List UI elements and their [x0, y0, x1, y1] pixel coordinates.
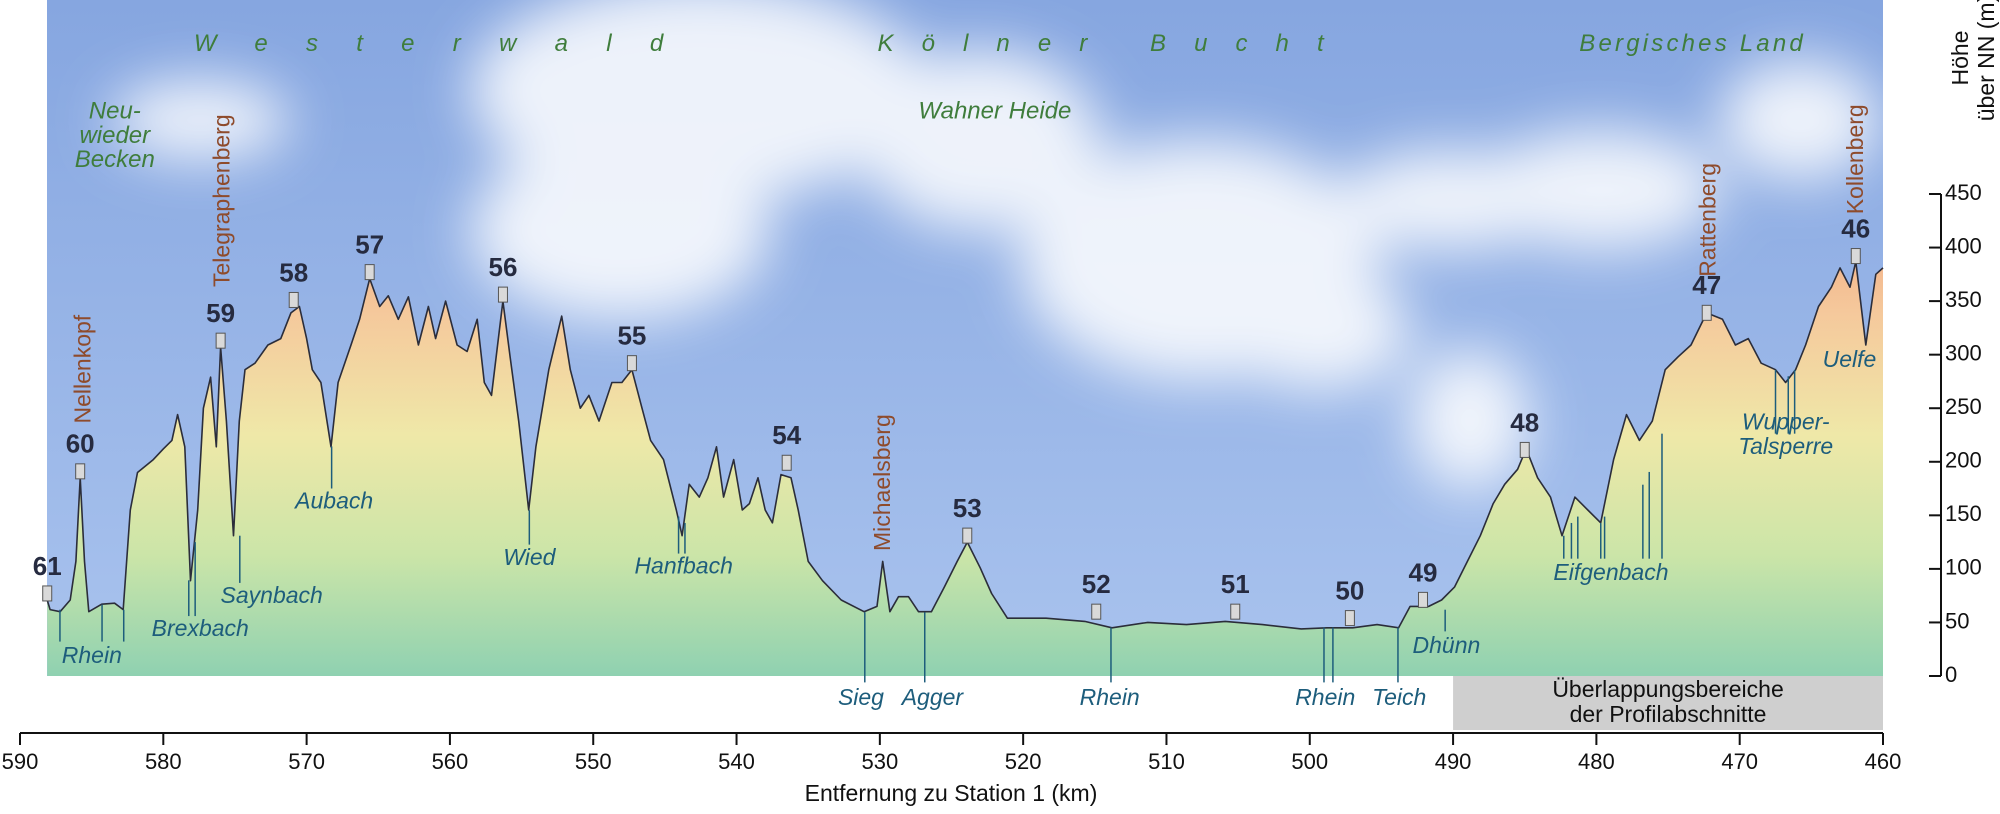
x-tick-label: 510	[1148, 749, 1185, 774]
station-label: 49	[1409, 557, 1438, 587]
y-tick-label: 150	[1945, 501, 1982, 526]
station-label: 46	[1841, 213, 1870, 243]
x-tick-label: 530	[861, 749, 898, 774]
region-label: Wahner Heide	[918, 98, 1071, 125]
station-label: 47	[1692, 270, 1721, 300]
river-label: Teich	[1372, 684, 1426, 710]
station-label: 56	[488, 252, 517, 282]
x-tick-label: 540	[718, 749, 755, 774]
river-label: Saynbach	[221, 582, 323, 608]
x-tick-label: 520	[1005, 749, 1042, 774]
station-label: 51	[1221, 569, 1250, 599]
x-tick-label: 480	[1578, 749, 1615, 774]
terrain-area	[47, 261, 1884, 676]
region-label: Westerwald	[194, 30, 702, 57]
y-tick-label: 200	[1945, 448, 1982, 473]
station-label: 57	[355, 229, 384, 259]
y-tick-label: 100	[1945, 555, 1982, 580]
river-label: Wied	[503, 544, 556, 570]
y-tick-label: 450	[1945, 180, 1982, 205]
station-marker	[1519, 441, 1530, 458]
station-marker	[288, 291, 299, 308]
station-marker	[781, 454, 792, 471]
x-tick-label: 490	[1435, 749, 1472, 774]
peak-label: Michaelsberg	[869, 414, 895, 551]
peak-label: Telegraphenberg	[208, 114, 234, 287]
station-marker	[626, 355, 637, 372]
river-label: Rhein	[1080, 684, 1140, 710]
station-marker	[1417, 591, 1428, 608]
river-label: Rhein	[1295, 684, 1355, 710]
region-label: Bergisches Land	[1579, 30, 1806, 57]
station-marker	[1091, 603, 1102, 620]
x-tick-label: 550	[575, 749, 612, 774]
x-tick-label: 580	[145, 749, 182, 774]
x-tick-label: 570	[288, 749, 325, 774]
y-tick-label: 50	[1945, 608, 1969, 633]
y-tick-label: 400	[1945, 233, 1982, 258]
station-label: 53	[953, 493, 982, 523]
river-label: Brexbach	[152, 615, 249, 641]
station-label: 58	[279, 257, 308, 287]
station-marker	[1230, 603, 1241, 620]
station-marker	[962, 527, 973, 544]
region-label: Neu-	[89, 98, 141, 125]
x-tick-label: 460	[1865, 749, 1902, 774]
station-label: 60	[66, 429, 95, 459]
station-marker	[1344, 610, 1355, 627]
river-label: Hanfbach	[634, 553, 732, 579]
station-marker	[1850, 248, 1861, 265]
y-axis-title: über NN (m)	[1973, 0, 1999, 121]
river-label: Uelfe	[1823, 346, 1877, 372]
station-label: 48	[1510, 407, 1539, 437]
station-marker	[1701, 304, 1712, 321]
region-label: Kölner Bucht	[878, 30, 1352, 57]
station-label: 52	[1082, 569, 1111, 599]
station-marker	[42, 585, 53, 602]
river-label: Eifgenbach	[1553, 559, 1668, 585]
overlap-label: der Profilabschnitte	[1570, 701, 1767, 727]
station-label: 61	[33, 551, 62, 581]
station-marker	[215, 332, 226, 349]
region-label: Becken	[75, 146, 155, 173]
river-label: Talsperre	[1738, 433, 1833, 459]
peak-label: Kollenberg	[1842, 104, 1868, 214]
profile-line	[46, 260, 1884, 630]
peak-label: Nellenkopf	[69, 314, 95, 423]
station-marker	[497, 286, 508, 303]
x-tick-label: 590	[2, 749, 39, 774]
station-marker	[75, 463, 86, 480]
river-label: Sieg	[838, 684, 884, 710]
region-label: wieder	[79, 122, 151, 149]
y-tick-label: 250	[1945, 394, 1982, 419]
y-axis-title: Höhe	[1947, 31, 1973, 86]
x-tick-label: 500	[1291, 749, 1328, 774]
station-marker	[364, 264, 375, 281]
river-label: Dhünn	[1413, 632, 1481, 658]
station-label: 55	[617, 321, 646, 351]
overlap-label: Überlappungsbereiche	[1552, 676, 1783, 702]
x-tick-label: 560	[432, 749, 469, 774]
peak-label: Rattenberg	[1694, 163, 1720, 277]
station-label: 59	[206, 298, 235, 328]
river-label: Rhein	[62, 642, 122, 668]
station-label: 50	[1335, 575, 1364, 605]
station-label: 54	[772, 420, 801, 450]
river-label: Agger	[900, 684, 965, 710]
y-tick-label: 300	[1945, 340, 1982, 365]
y-tick-label: 350	[1945, 287, 1982, 312]
river-label: Wupper-	[1742, 409, 1830, 435]
x-axis-title: Entfernung zu Station 1 (km)	[805, 780, 1098, 806]
river-label: Aubach	[293, 488, 373, 514]
overlap-box	[1453, 676, 1883, 730]
y-tick-label: 0	[1945, 662, 1957, 687]
x-tick-label: 470	[1721, 749, 1758, 774]
